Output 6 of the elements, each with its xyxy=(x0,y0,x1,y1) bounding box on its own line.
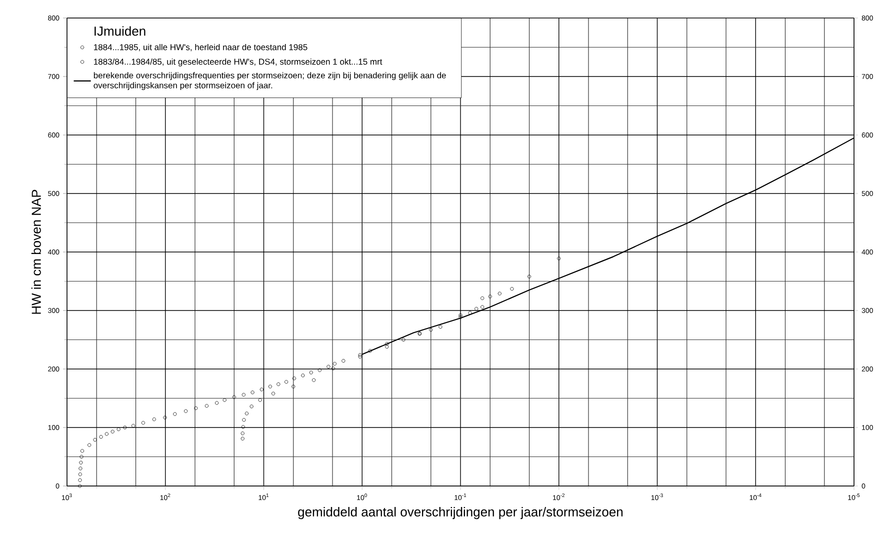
legend-label: berekende overschrijdingsfrequenties per stormseizoen; deze zijn bij benadering gelijk aan de overschrijdingskansen per stormseizoen of jaar. xyxy=(94,72,446,90)
x-axis-title: gemiddeld aantal overschrijdingen per jaar/stormseizoen xyxy=(298,506,623,520)
legend-label: 1883/84...1984/85, uit geselecteerde HW's, DS4, stormseizoen 1 okt...15 mrt xyxy=(94,58,382,66)
legend-label: 1884...1985, uit alle HW's, herleid naar de toestand 1985 xyxy=(94,44,308,52)
y-axis-title: HW in cm boven NAP xyxy=(31,190,41,314)
legend-title: IJmuiden xyxy=(94,26,146,36)
